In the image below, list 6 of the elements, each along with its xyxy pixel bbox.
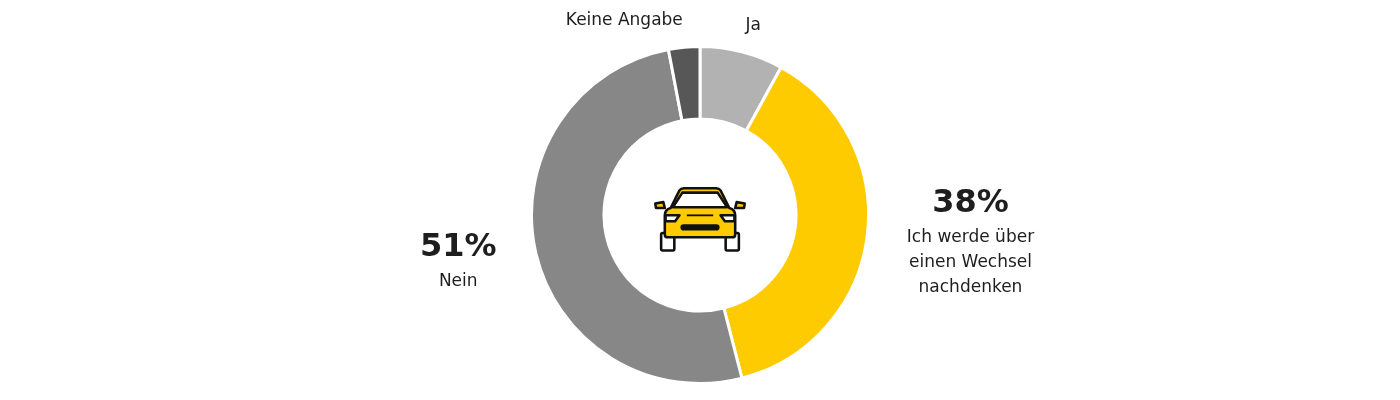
slice-label: Ja	[744, 14, 761, 35]
slice-label: Ich werde über einen Wechsel nachdenken	[906, 225, 1035, 296]
slice-label: Nein	[438, 269, 478, 290]
data-label: 51%	[419, 226, 497, 265]
slice-label: Keine Angabe	[565, 9, 683, 30]
data-label: 38%	[932, 181, 1009, 220]
